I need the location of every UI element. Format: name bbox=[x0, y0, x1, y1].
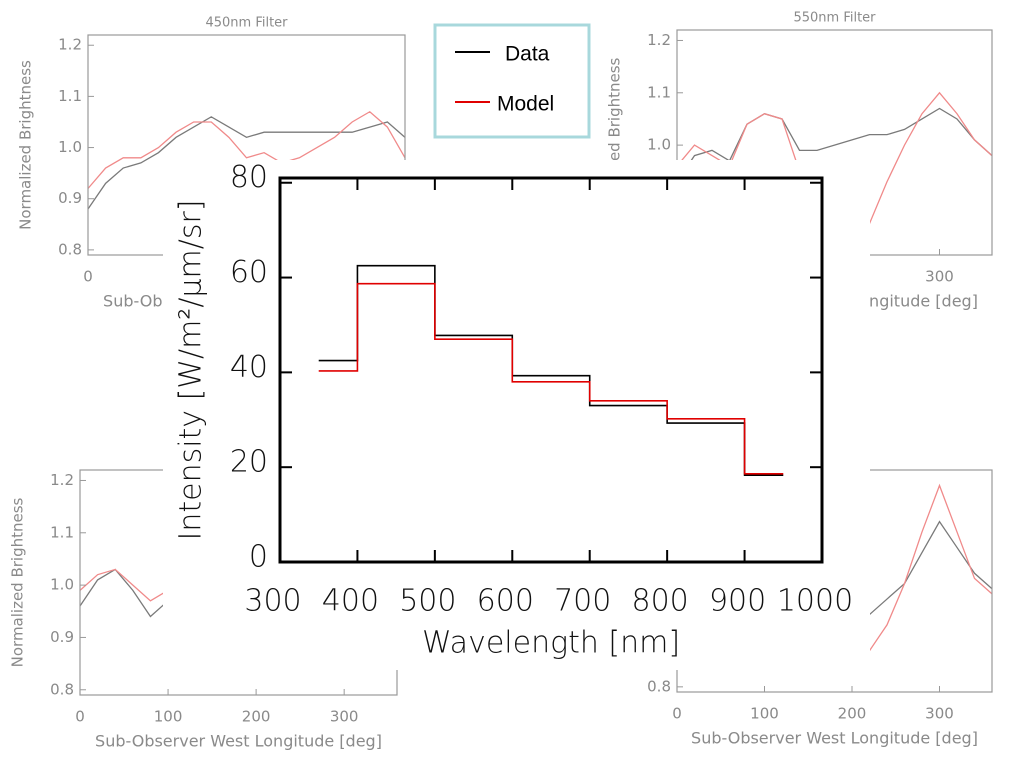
legend-box bbox=[433, 23, 591, 139]
x-tick-label: 300 bbox=[925, 705, 954, 723]
x-tick-label: 100 bbox=[154, 708, 183, 726]
y-tick-label: 0 bbox=[249, 540, 268, 575]
x-axis-label: Sub-Observer West Longitude [deg] bbox=[95, 732, 382, 751]
y-tick-label: 1.0 bbox=[58, 138, 82, 156]
main-chart: 0 20 40 60 80 300 400 500 600 700 800 900 1000 Wavele… bbox=[174, 160, 854, 660]
x-tick-label: 300 bbox=[244, 584, 301, 619]
series-line bbox=[87, 116, 406, 210]
x-tick-label: 200 bbox=[838, 705, 867, 723]
x-tick-label: 900 bbox=[709, 584, 766, 619]
y-tick-label: 1.0 bbox=[50, 576, 74, 594]
x-tick-label: 800 bbox=[632, 584, 689, 619]
series-line bbox=[87, 110, 406, 189]
y-tick-label: 20 bbox=[230, 445, 268, 480]
y-axis-label: Intensity [W/m²/µm/sr] bbox=[174, 199, 209, 540]
y-tick-label: 40 bbox=[230, 350, 268, 385]
x-tick-label: 100 bbox=[750, 705, 779, 723]
legend-label: Model bbox=[497, 93, 554, 116]
legend-label: Data bbox=[505, 43, 550, 66]
x-tick-label: 400 bbox=[322, 584, 379, 619]
y-tick-label: 0.9 bbox=[50, 628, 74, 646]
panel-title: 450nm Filter bbox=[205, 16, 288, 31]
x-tick-label: 1000 bbox=[777, 584, 853, 619]
x-axis-label: Sub-Observer West Longitude [deg] bbox=[691, 729, 978, 748]
x-tick-label: 700 bbox=[554, 584, 611, 619]
y-axis-label: Normalized Brightness bbox=[9, 497, 27, 667]
x-tick-label: 0 bbox=[83, 268, 93, 286]
x-tick-label: 0 bbox=[672, 705, 682, 723]
x-axis-label: Wavelength [nm] bbox=[422, 626, 680, 661]
y-tick-label: 80 bbox=[230, 160, 268, 195]
y-tick-label: 1.2 bbox=[58, 36, 82, 54]
x-tick-label: 300 bbox=[330, 708, 359, 726]
x-tick-label: 500 bbox=[399, 584, 456, 619]
y-tick-label: 1.2 bbox=[50, 471, 74, 489]
y-tick-label: 1.1 bbox=[58, 87, 82, 105]
legend: Data Model bbox=[433, 23, 591, 139]
x-tick-label: 200 bbox=[242, 708, 271, 726]
y-tick-label: 1.2 bbox=[647, 31, 671, 49]
step-line bbox=[318, 264, 784, 477]
y-tick-label: 0.9 bbox=[58, 189, 82, 207]
y-tick-label: 1.1 bbox=[50, 523, 74, 541]
y-tick-label: 0.8 bbox=[50, 680, 74, 698]
plot-frame bbox=[278, 176, 824, 564]
y-tick-label: 1.0 bbox=[647, 136, 671, 154]
step-line bbox=[318, 282, 784, 475]
y-tick-label: 1.1 bbox=[647, 83, 671, 101]
x-tick-label: 600 bbox=[477, 584, 534, 619]
y-tick-label: 60 bbox=[230, 255, 268, 290]
y-tick-label: 0.8 bbox=[58, 240, 82, 258]
y-tick-label: 0.8 bbox=[647, 677, 671, 695]
x-tick-label: 300 bbox=[925, 268, 954, 286]
x-tick-label: 0 bbox=[75, 708, 85, 726]
y-axis-label: Normalized Brightness bbox=[17, 60, 35, 230]
panel-title: 550nm Filter bbox=[793, 11, 876, 26]
